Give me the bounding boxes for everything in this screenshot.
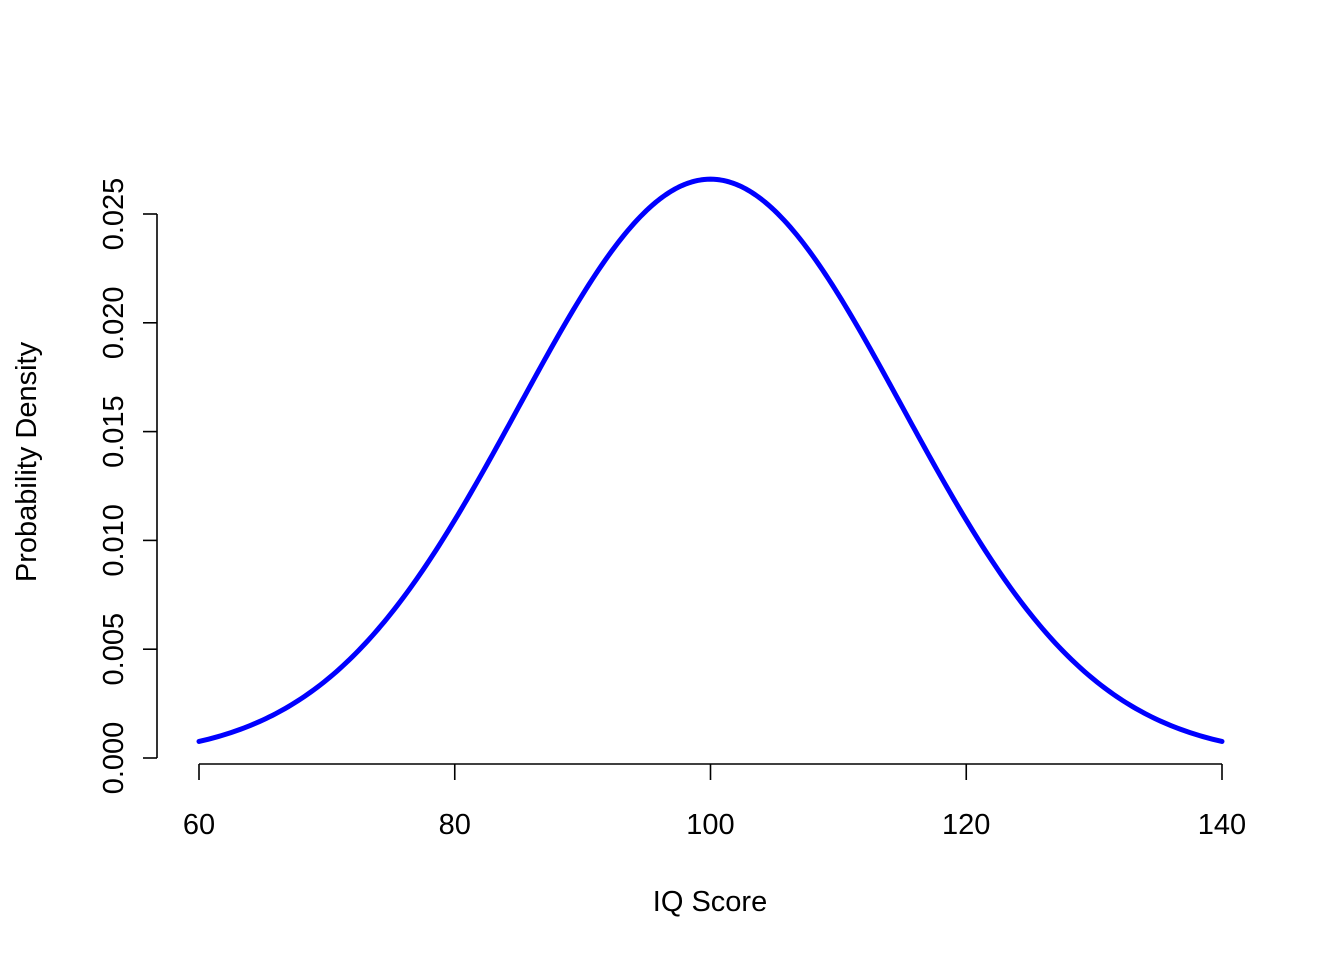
x-axis-title: IQ Score xyxy=(653,886,767,918)
y-tick-label: 0.010 xyxy=(98,504,130,577)
y-tick-label: 0.025 xyxy=(98,178,130,251)
x-tick-label: 60 xyxy=(183,809,215,841)
y-tick-label: 0.005 xyxy=(98,613,130,686)
x-tick-label: 100 xyxy=(686,809,734,841)
x-tick-label: 140 xyxy=(1198,809,1246,841)
y-tick-label: 0.000 xyxy=(98,722,130,795)
plot-area xyxy=(196,176,1225,744)
density-curve-series-0 xyxy=(196,176,1225,744)
x-tick-label: 120 xyxy=(942,809,990,841)
y-tick-label: 0.020 xyxy=(98,287,130,360)
y-axis-title: Probability Density xyxy=(11,341,43,582)
x-tick-label: 80 xyxy=(439,809,471,841)
y-tick-label: 0.015 xyxy=(98,395,130,468)
x-axis: 60 80 100 120 140 xyxy=(183,763,1246,841)
y-axis: 0.000 0.005 0.010 0.015 0.020 0.025 xyxy=(98,178,158,795)
